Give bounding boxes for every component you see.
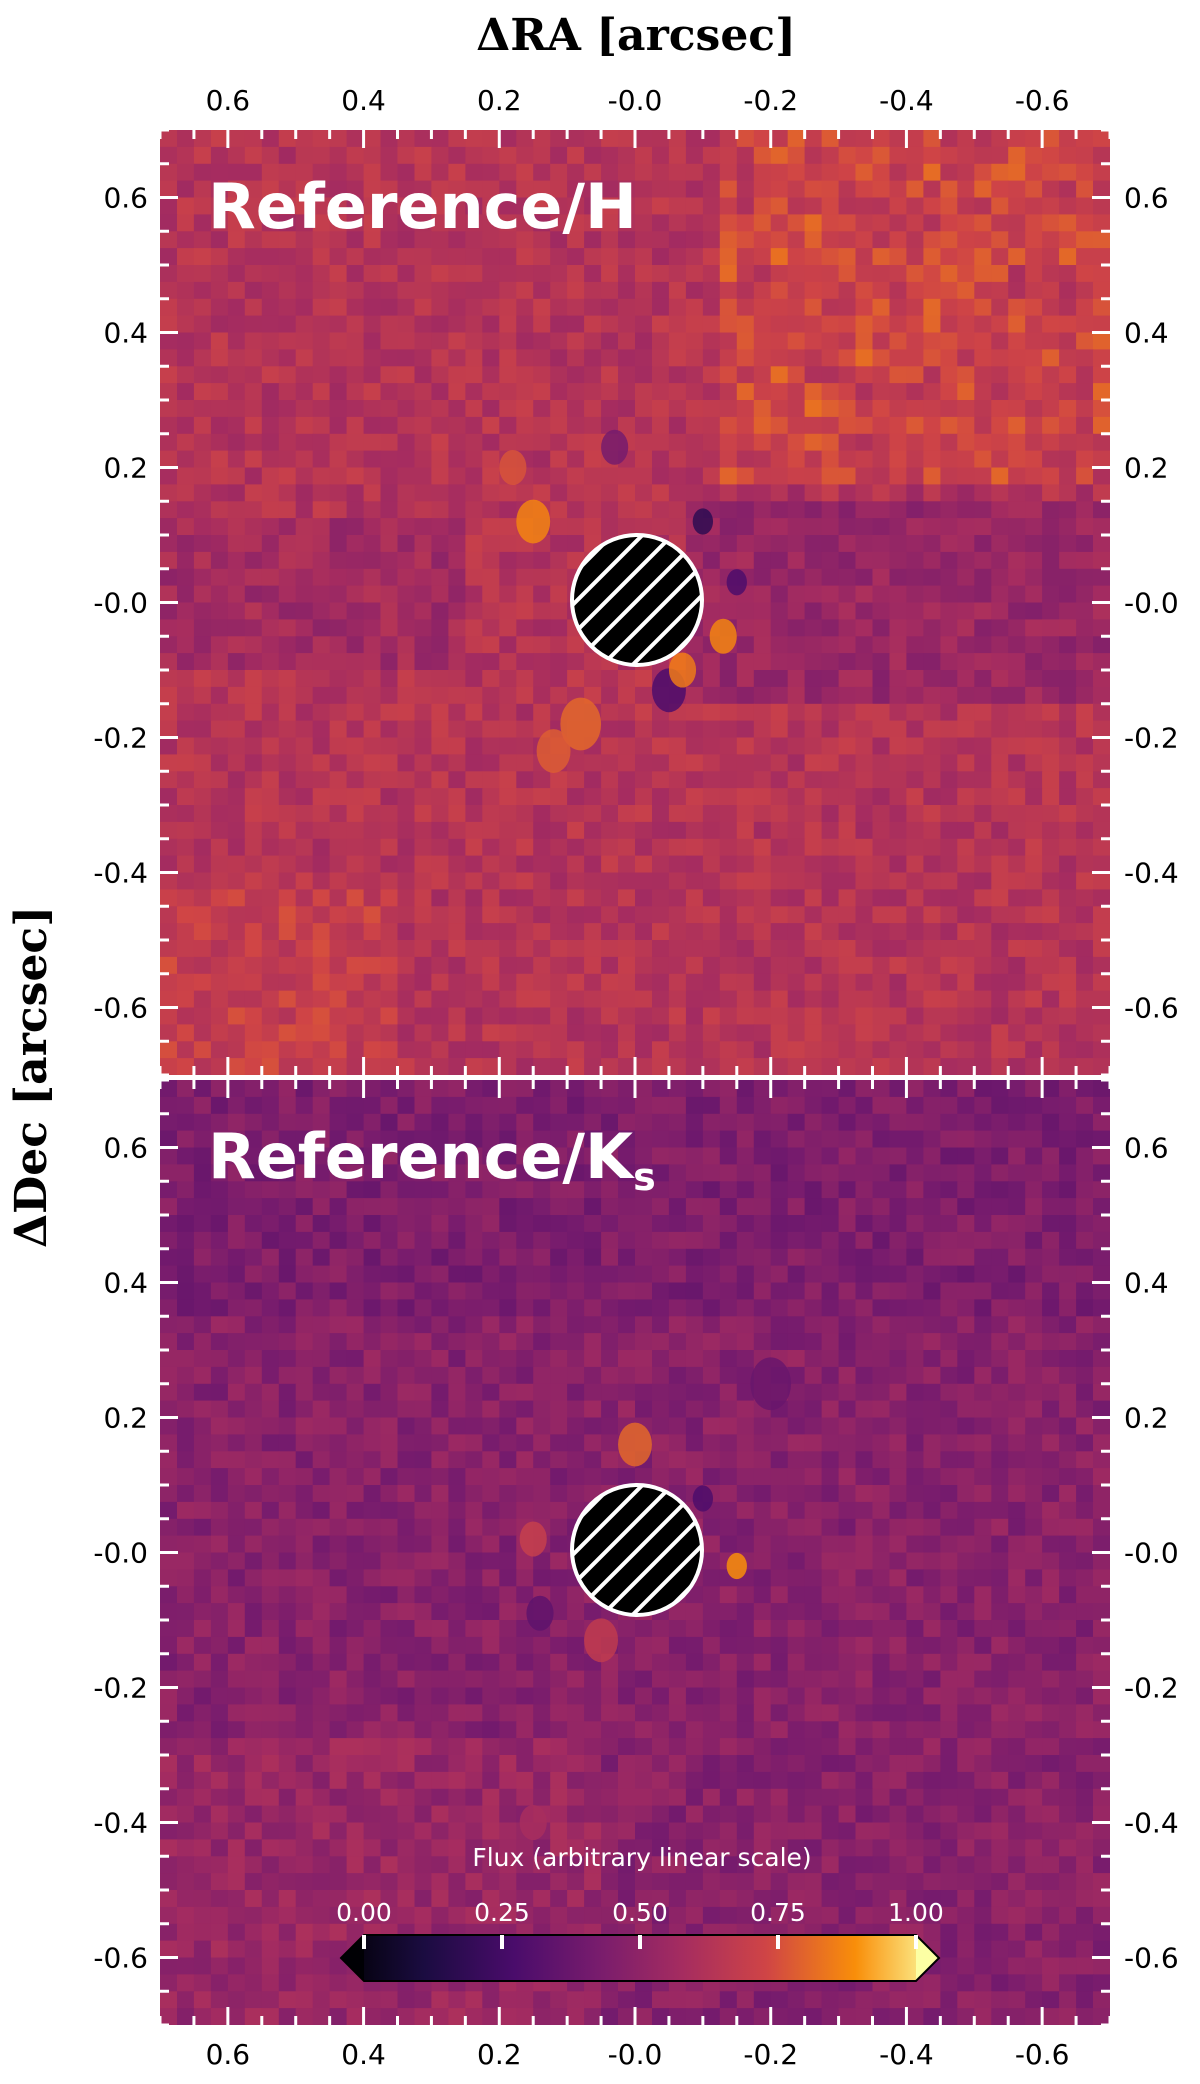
- x-tick-label-top: -0.4: [879, 84, 934, 117]
- colorbar-tick-label: 1.00: [888, 1898, 944, 1927]
- y-tick-label-left: -0.4: [93, 1807, 148, 1840]
- y-tick-label-left: -0.2: [93, 1672, 148, 1705]
- y-tick-label-left: 0.4: [103, 317, 148, 350]
- x-tick-label-bottom: 0.2: [477, 2038, 522, 2071]
- y-tick-label-left: -0.2: [93, 722, 148, 755]
- x-tick-label-top: 0.6: [206, 84, 251, 117]
- x-tick-label-bottom: 0.4: [341, 2038, 386, 2071]
- x-tick-label-bottom: -0.6: [1015, 2038, 1070, 2071]
- x-axis-title: ΔRA [arcsec]: [476, 10, 796, 61]
- heatmap-pixels-top: [160, 130, 1110, 1075]
- y-tick-label-right: 0.2: [1124, 452, 1169, 485]
- y-tick-label-left: 0.6: [103, 182, 148, 215]
- y-tick-label-right: -0.4: [1124, 1807, 1179, 1840]
- y-tick-label-left: -0.0: [93, 1537, 148, 1570]
- y-tick-label-left: -0.4: [93, 857, 148, 890]
- y-tick-label-right: -0.4: [1124, 857, 1179, 890]
- y-tick-label-right: -0.2: [1124, 1672, 1179, 1705]
- colorbar-tick-label: 0.50: [612, 1898, 668, 1927]
- colorbar-tick-label: 0.25: [474, 1898, 530, 1927]
- colorbar-under: [341, 1935, 364, 1981]
- y-tick-label-left: -0.0: [93, 587, 148, 620]
- y-tick-label-right: -0.0: [1124, 1537, 1179, 1570]
- colorbar-tick-label: 0.75: [750, 1898, 806, 1927]
- y-tick-label-right: 0.6: [1124, 1132, 1169, 1165]
- x-tick-label-top: 0.4: [341, 84, 386, 117]
- panel-reference-ks: Reference/Ks Flux (arbitrary linear scal…: [160, 1080, 1110, 2025]
- colorbar: Flux (arbitrary linear scale) 0.00 0.25 0.…: [336, 1843, 944, 1982]
- colorbar-tick-label: 0.00: [336, 1898, 392, 1927]
- x-tick-label-top: -0.0: [608, 84, 663, 117]
- x-tick-label-top: -0.2: [743, 84, 798, 117]
- y-tick-label-right: 0.6: [1124, 182, 1169, 215]
- x-tick-label-bottom: 0.6: [206, 2038, 251, 2071]
- y-tick-label-right: -0.2: [1124, 722, 1179, 755]
- colorbar-ticks: 0.00 0.25 0.50 0.75 1.00: [336, 1898, 944, 1949]
- x-tick-label-bottom: -0.2: [743, 2038, 798, 2071]
- heatmap-pixels-bottom: [160, 1080, 1110, 2025]
- y-tick-label-right: 0.4: [1124, 317, 1169, 350]
- y-tick-label-left: 0.2: [103, 452, 148, 485]
- y-tick-label-right: 0.2: [1124, 1402, 1169, 1435]
- x-tick-label-bottom: -0.4: [879, 2038, 934, 2071]
- axis-tick-labels: 0.6 0.6 0.4 0.4 0.2 0.2 -0.0 -0.0 -0.2 -0.2 -0.4 -0…: [93, 84, 1178, 2071]
- x-tick-label-top: 0.2: [477, 84, 522, 117]
- y-tick-label-left: 0.4: [103, 1267, 148, 1300]
- y-tick-label-right: -0.6: [1124, 1942, 1179, 1975]
- emission-features-bottom: [519, 1357, 792, 1841]
- y-tick-label-left: -0.6: [93, 1942, 148, 1975]
- colorbar-over: [916, 1935, 939, 1981]
- colorbar-title: Flux (arbitrary linear scale): [472, 1843, 811, 1872]
- axis-ticks: [158, 128, 1112, 2027]
- y-axis-title: ΔDec [arcsec]: [6, 906, 57, 1248]
- colorbar-bar: [341, 1935, 939, 1981]
- panel-label-top: Reference/H: [208, 170, 637, 243]
- x-tick-label-top: -0.6: [1015, 84, 1070, 117]
- y-tick-label-left: 0.2: [103, 1402, 148, 1435]
- x-tick-label-bottom: -0.0: [608, 2038, 663, 2071]
- y-tick-label-right: -0.0: [1124, 587, 1179, 620]
- panel-label-bottom: Reference/Ks: [208, 1120, 656, 1199]
- y-tick-label-left: 0.6: [103, 1132, 148, 1165]
- y-tick-label-right: 0.4: [1124, 1267, 1169, 1300]
- panel-reference-h: Reference/H: [160, 130, 1110, 1075]
- y-tick-label-right: -0.6: [1124, 992, 1179, 1025]
- y-tick-label-left: -0.6: [93, 992, 148, 1025]
